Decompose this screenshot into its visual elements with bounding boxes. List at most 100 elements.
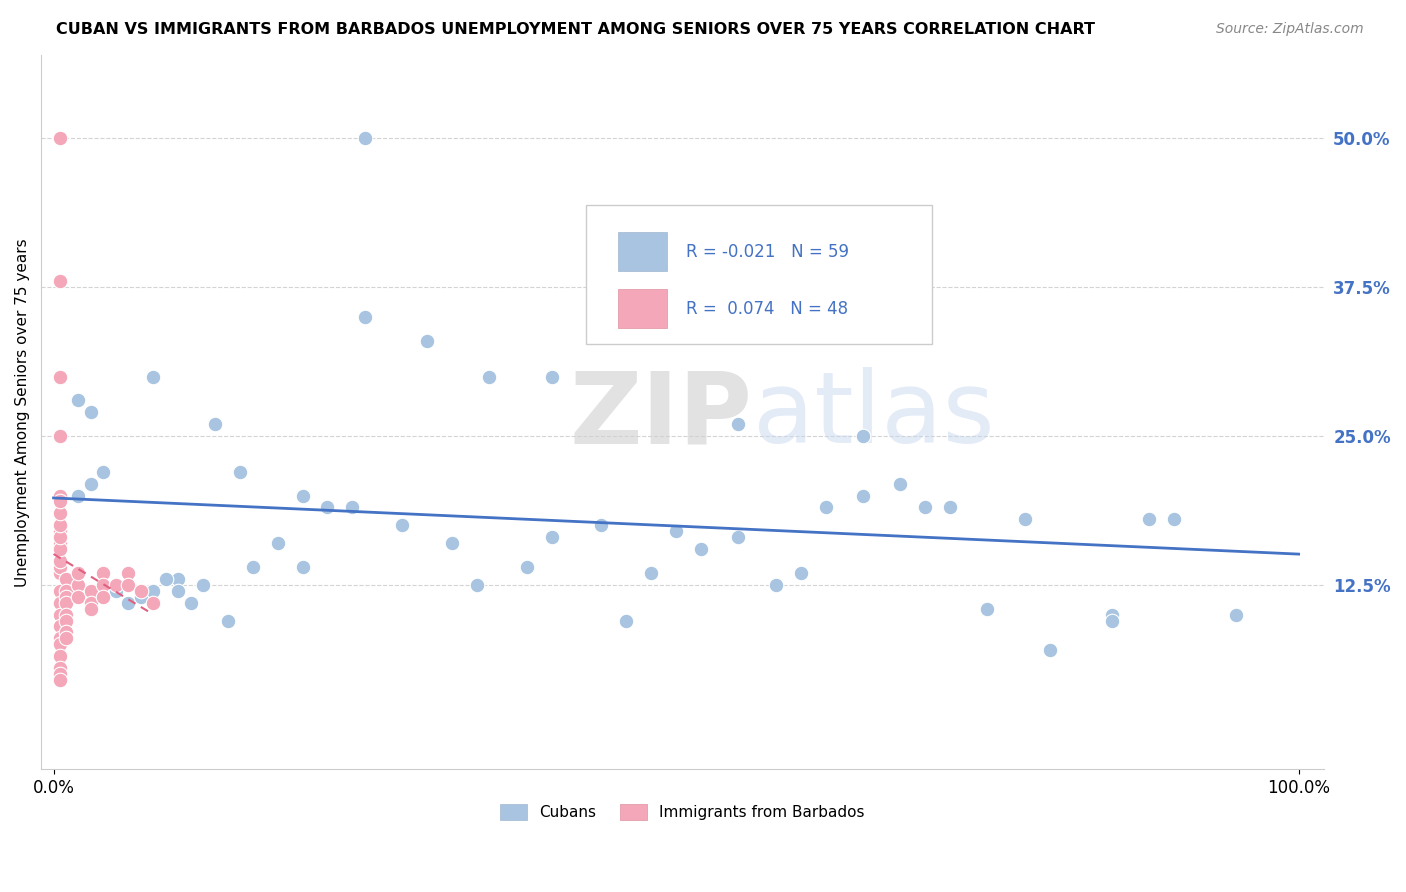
Point xyxy=(465,578,488,592)
Point xyxy=(142,583,165,598)
Point xyxy=(117,596,139,610)
Point xyxy=(852,489,875,503)
Point xyxy=(1225,607,1247,622)
Point xyxy=(49,530,72,544)
Point xyxy=(49,554,72,568)
Point xyxy=(229,465,252,479)
Point xyxy=(789,566,811,580)
Point xyxy=(1101,607,1123,622)
Point xyxy=(353,131,375,145)
Text: Source: ZipAtlas.com: Source: ZipAtlas.com xyxy=(1216,22,1364,37)
Point xyxy=(49,673,72,687)
Point xyxy=(55,590,77,604)
FancyBboxPatch shape xyxy=(619,232,666,271)
Point xyxy=(939,500,962,515)
Point xyxy=(342,500,364,515)
Point xyxy=(242,560,264,574)
Point xyxy=(49,507,72,521)
Point xyxy=(49,274,72,288)
Point xyxy=(852,429,875,443)
Point xyxy=(727,417,749,431)
Point xyxy=(49,596,72,610)
Point xyxy=(167,583,190,598)
Point xyxy=(49,369,72,384)
Point xyxy=(129,583,152,598)
Text: ZIP: ZIP xyxy=(569,368,752,465)
Point xyxy=(1014,512,1036,526)
Point xyxy=(55,632,77,646)
Point xyxy=(540,530,562,544)
Point xyxy=(49,560,72,574)
Point xyxy=(765,578,787,592)
Point xyxy=(914,500,936,515)
Point xyxy=(814,500,837,515)
Point xyxy=(191,578,214,592)
Point xyxy=(155,572,177,586)
Point xyxy=(727,530,749,544)
Point xyxy=(516,560,538,574)
Point xyxy=(49,524,72,539)
Point xyxy=(690,542,713,557)
Text: R =  0.074   N = 48: R = 0.074 N = 48 xyxy=(686,300,848,318)
Point xyxy=(49,637,72,651)
Point xyxy=(49,632,72,646)
Point xyxy=(93,590,115,604)
Point xyxy=(129,590,152,604)
Point xyxy=(614,614,637,628)
Point xyxy=(49,619,72,633)
Point xyxy=(93,578,115,592)
Y-axis label: Unemployment Among Seniors over 75 years: Unemployment Among Seniors over 75 years xyxy=(15,238,30,587)
Point xyxy=(1137,512,1160,526)
FancyBboxPatch shape xyxy=(619,289,666,328)
Point xyxy=(49,131,72,145)
Point xyxy=(67,489,90,503)
Point xyxy=(976,601,998,615)
Point xyxy=(391,518,413,533)
Point xyxy=(55,572,77,586)
Point xyxy=(104,578,127,592)
Point xyxy=(55,625,77,640)
Point xyxy=(49,518,72,533)
Point xyxy=(49,542,72,557)
Point xyxy=(1101,614,1123,628)
Point xyxy=(266,536,288,550)
Point xyxy=(640,566,662,580)
Point xyxy=(55,583,77,598)
Point xyxy=(180,596,202,610)
Point xyxy=(440,536,463,550)
Point xyxy=(49,494,72,508)
Point xyxy=(217,614,239,628)
FancyBboxPatch shape xyxy=(586,205,932,344)
Point xyxy=(889,476,911,491)
Point xyxy=(93,566,115,580)
Point xyxy=(478,369,501,384)
Point xyxy=(391,518,413,533)
Point xyxy=(167,572,190,586)
Point xyxy=(204,417,226,431)
Point xyxy=(67,393,90,408)
Point xyxy=(49,607,72,622)
Point xyxy=(1039,643,1062,657)
Point xyxy=(49,661,72,675)
Point xyxy=(67,590,90,604)
Legend: Cubans, Immigrants from Barbados: Cubans, Immigrants from Barbados xyxy=(494,797,870,826)
Point xyxy=(353,310,375,324)
Point xyxy=(67,578,90,592)
Point xyxy=(142,596,165,610)
Point xyxy=(104,583,127,598)
Point xyxy=(93,465,115,479)
Point xyxy=(80,476,103,491)
Point xyxy=(49,489,72,503)
Point xyxy=(591,518,613,533)
Point xyxy=(49,429,72,443)
Point xyxy=(49,583,72,598)
Point xyxy=(291,489,314,503)
Point xyxy=(142,369,165,384)
Point xyxy=(49,667,72,681)
Point xyxy=(80,405,103,419)
Point xyxy=(80,583,103,598)
Point xyxy=(55,596,77,610)
Point xyxy=(117,566,139,580)
Point xyxy=(540,369,562,384)
Point xyxy=(80,601,103,615)
